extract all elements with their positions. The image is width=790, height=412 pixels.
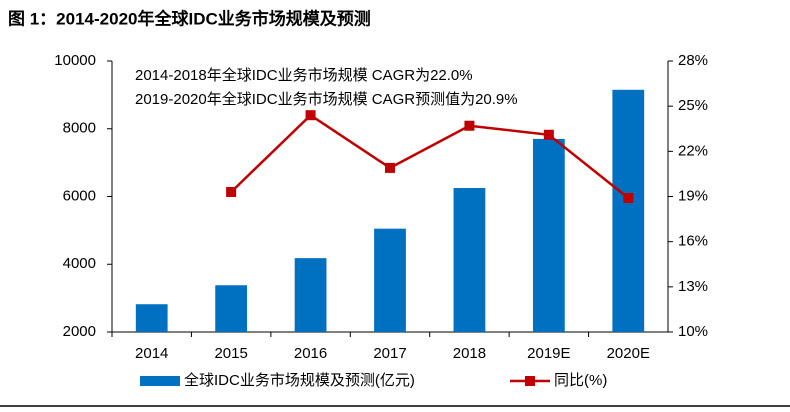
x-tick-label: 2019E [527, 345, 570, 362]
y2-tick-label: 22% [678, 142, 708, 159]
line [230, 113, 630, 199]
x-tick-label: 2016 [294, 345, 327, 362]
line-marker [623, 193, 634, 204]
bar [135, 304, 168, 332]
y2-tick-label: 16% [678, 233, 708, 250]
y-tick-label: 8000 [63, 120, 96, 137]
legend-label: 全球IDC业务市场规模及预测(亿元) [184, 371, 415, 389]
line-marker [305, 110, 316, 121]
bar [294, 258, 327, 332]
bar [453, 188, 486, 332]
bar [374, 228, 406, 332]
x-tick-label: 2017 [373, 345, 406, 362]
x-tick-label: 2020E [607, 345, 650, 362]
y-tick-label: 10000 [54, 52, 96, 69]
x-tick-label: 2014 [135, 345, 168, 362]
y2-tick-label: 13% [678, 278, 708, 295]
bar [215, 285, 248, 332]
y2-tick-label: 19% [678, 187, 708, 204]
y-tick-label: 6000 [63, 187, 96, 204]
chart-title: 图 1：2014-2020年全球IDC业务市场规模及预测 [8, 8, 371, 28]
line-marker [543, 129, 554, 140]
bar [612, 89, 645, 332]
line-marker [385, 162, 395, 173]
legend-swatch [140, 376, 180, 386]
y2-tick-label: 25% [678, 97, 708, 114]
y2-tick-label: 28% [678, 52, 708, 69]
line-marker [464, 120, 475, 131]
bar [532, 138, 565, 332]
y-tick-label: 4000 [63, 255, 96, 272]
annotation: 2014-2018年全球IDC业务市场规模 CAGR为22.0% [135, 66, 473, 84]
x-tick-label: 2018 [453, 345, 486, 362]
legend-label: 同比(%) [554, 372, 607, 389]
y-tick-label: 2000 [63, 323, 96, 340]
y2-tick-label: 10% [678, 323, 708, 340]
line-marker [226, 186, 237, 197]
x-tick-label: 2015 [214, 345, 247, 362]
annotation: 2019-2020年全球IDC业务市场规模 CAGR预测值为20.9% [135, 90, 518, 108]
legend-swatch [525, 376, 535, 386]
